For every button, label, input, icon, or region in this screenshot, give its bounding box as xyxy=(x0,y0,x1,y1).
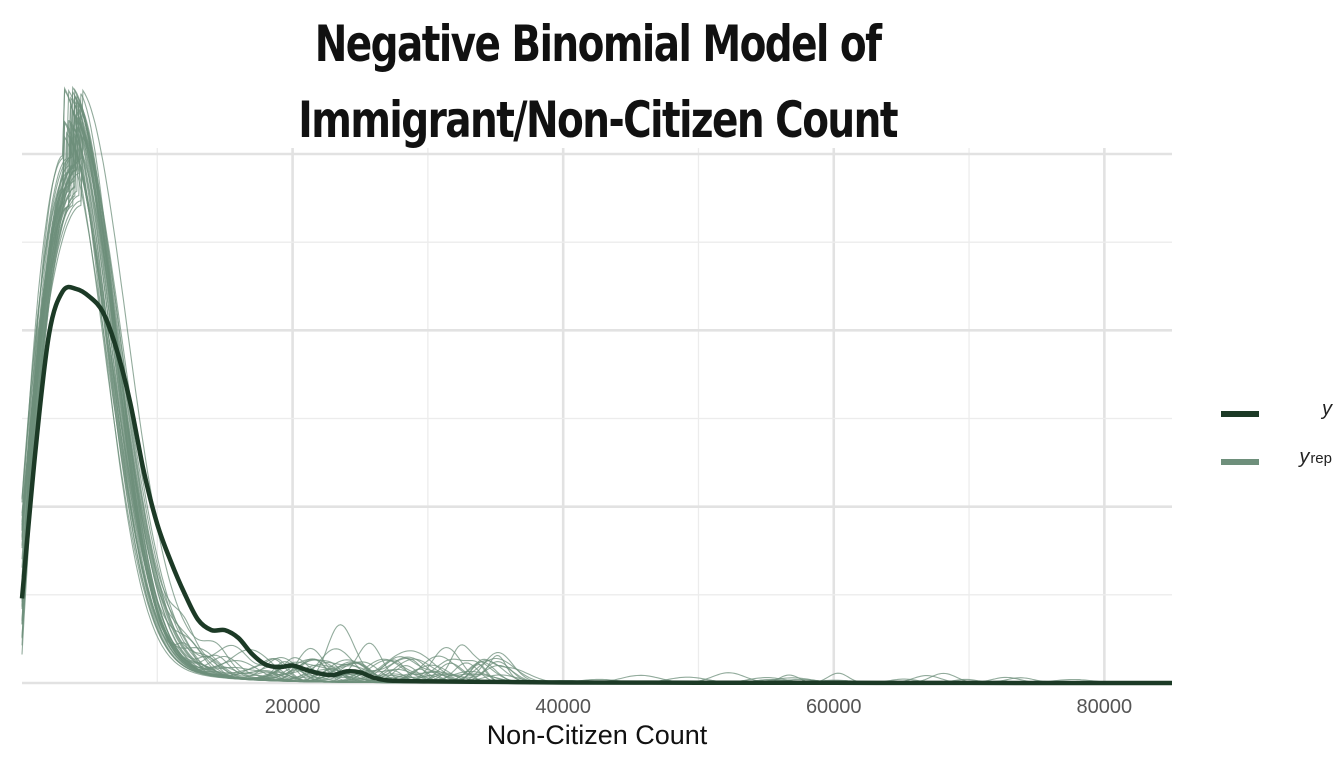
legend-key-yrep xyxy=(1221,459,1259,465)
yrep-line xyxy=(22,106,1171,683)
y-series xyxy=(22,287,1172,683)
yrep-line xyxy=(22,117,1171,683)
yrep-line xyxy=(22,113,1171,683)
yrep-line xyxy=(22,91,1171,684)
x-tick-labels: 20000 40000 60000 80000 xyxy=(265,696,1132,718)
x-axis-label: Non-Citizen Count xyxy=(22,720,1172,751)
legend: y yrep xyxy=(1218,396,1338,492)
yrep-line xyxy=(22,120,1171,683)
yrep-series xyxy=(22,88,1171,684)
yrep-line xyxy=(22,122,1171,683)
legend-label-y: y xyxy=(1276,398,1332,421)
yrep-line xyxy=(22,106,1171,683)
legend-key-y xyxy=(1221,411,1259,417)
x-tick-label: 20000 xyxy=(265,696,321,718)
grid-lines xyxy=(22,148,1172,683)
yrep-line xyxy=(22,105,1171,683)
yrep-line xyxy=(22,127,1171,683)
yrep-line xyxy=(22,134,1171,683)
yrep-line xyxy=(22,128,1171,683)
yrep-line xyxy=(22,127,1171,683)
yrep-line xyxy=(22,88,1171,683)
yrep-line xyxy=(22,123,1171,684)
yrep-line xyxy=(22,140,1171,683)
yrep-line xyxy=(22,137,1171,683)
x-tick-label: 60000 xyxy=(806,696,862,718)
y-line xyxy=(22,287,1172,683)
yrep-line xyxy=(22,137,1171,683)
yrep-line xyxy=(22,104,1171,683)
legend-item-yrep: yrep xyxy=(1218,444,1338,492)
yrep-line xyxy=(22,140,1171,683)
yrep-line xyxy=(22,138,1171,684)
legend-item-y: y xyxy=(1218,396,1338,444)
yrep-line xyxy=(22,103,1171,683)
yrep-line xyxy=(22,91,1171,683)
yrep-line xyxy=(22,114,1171,683)
yrep-line xyxy=(22,122,1171,683)
yrep-line xyxy=(22,138,1171,683)
legend-label-yrep: yrep xyxy=(1276,446,1332,469)
yrep-line xyxy=(22,88,1171,684)
yrep-line xyxy=(22,102,1171,684)
yrep-line xyxy=(22,113,1171,683)
yrep-line xyxy=(22,122,1171,683)
x-tick-label: 40000 xyxy=(535,696,591,718)
yrep-line xyxy=(22,120,1171,683)
yrep-line xyxy=(22,133,1171,683)
yrep-line xyxy=(22,101,1171,683)
x-tick-label: 80000 xyxy=(1077,696,1133,718)
yrep-line xyxy=(22,90,1171,683)
yrep-line xyxy=(22,90,1171,683)
